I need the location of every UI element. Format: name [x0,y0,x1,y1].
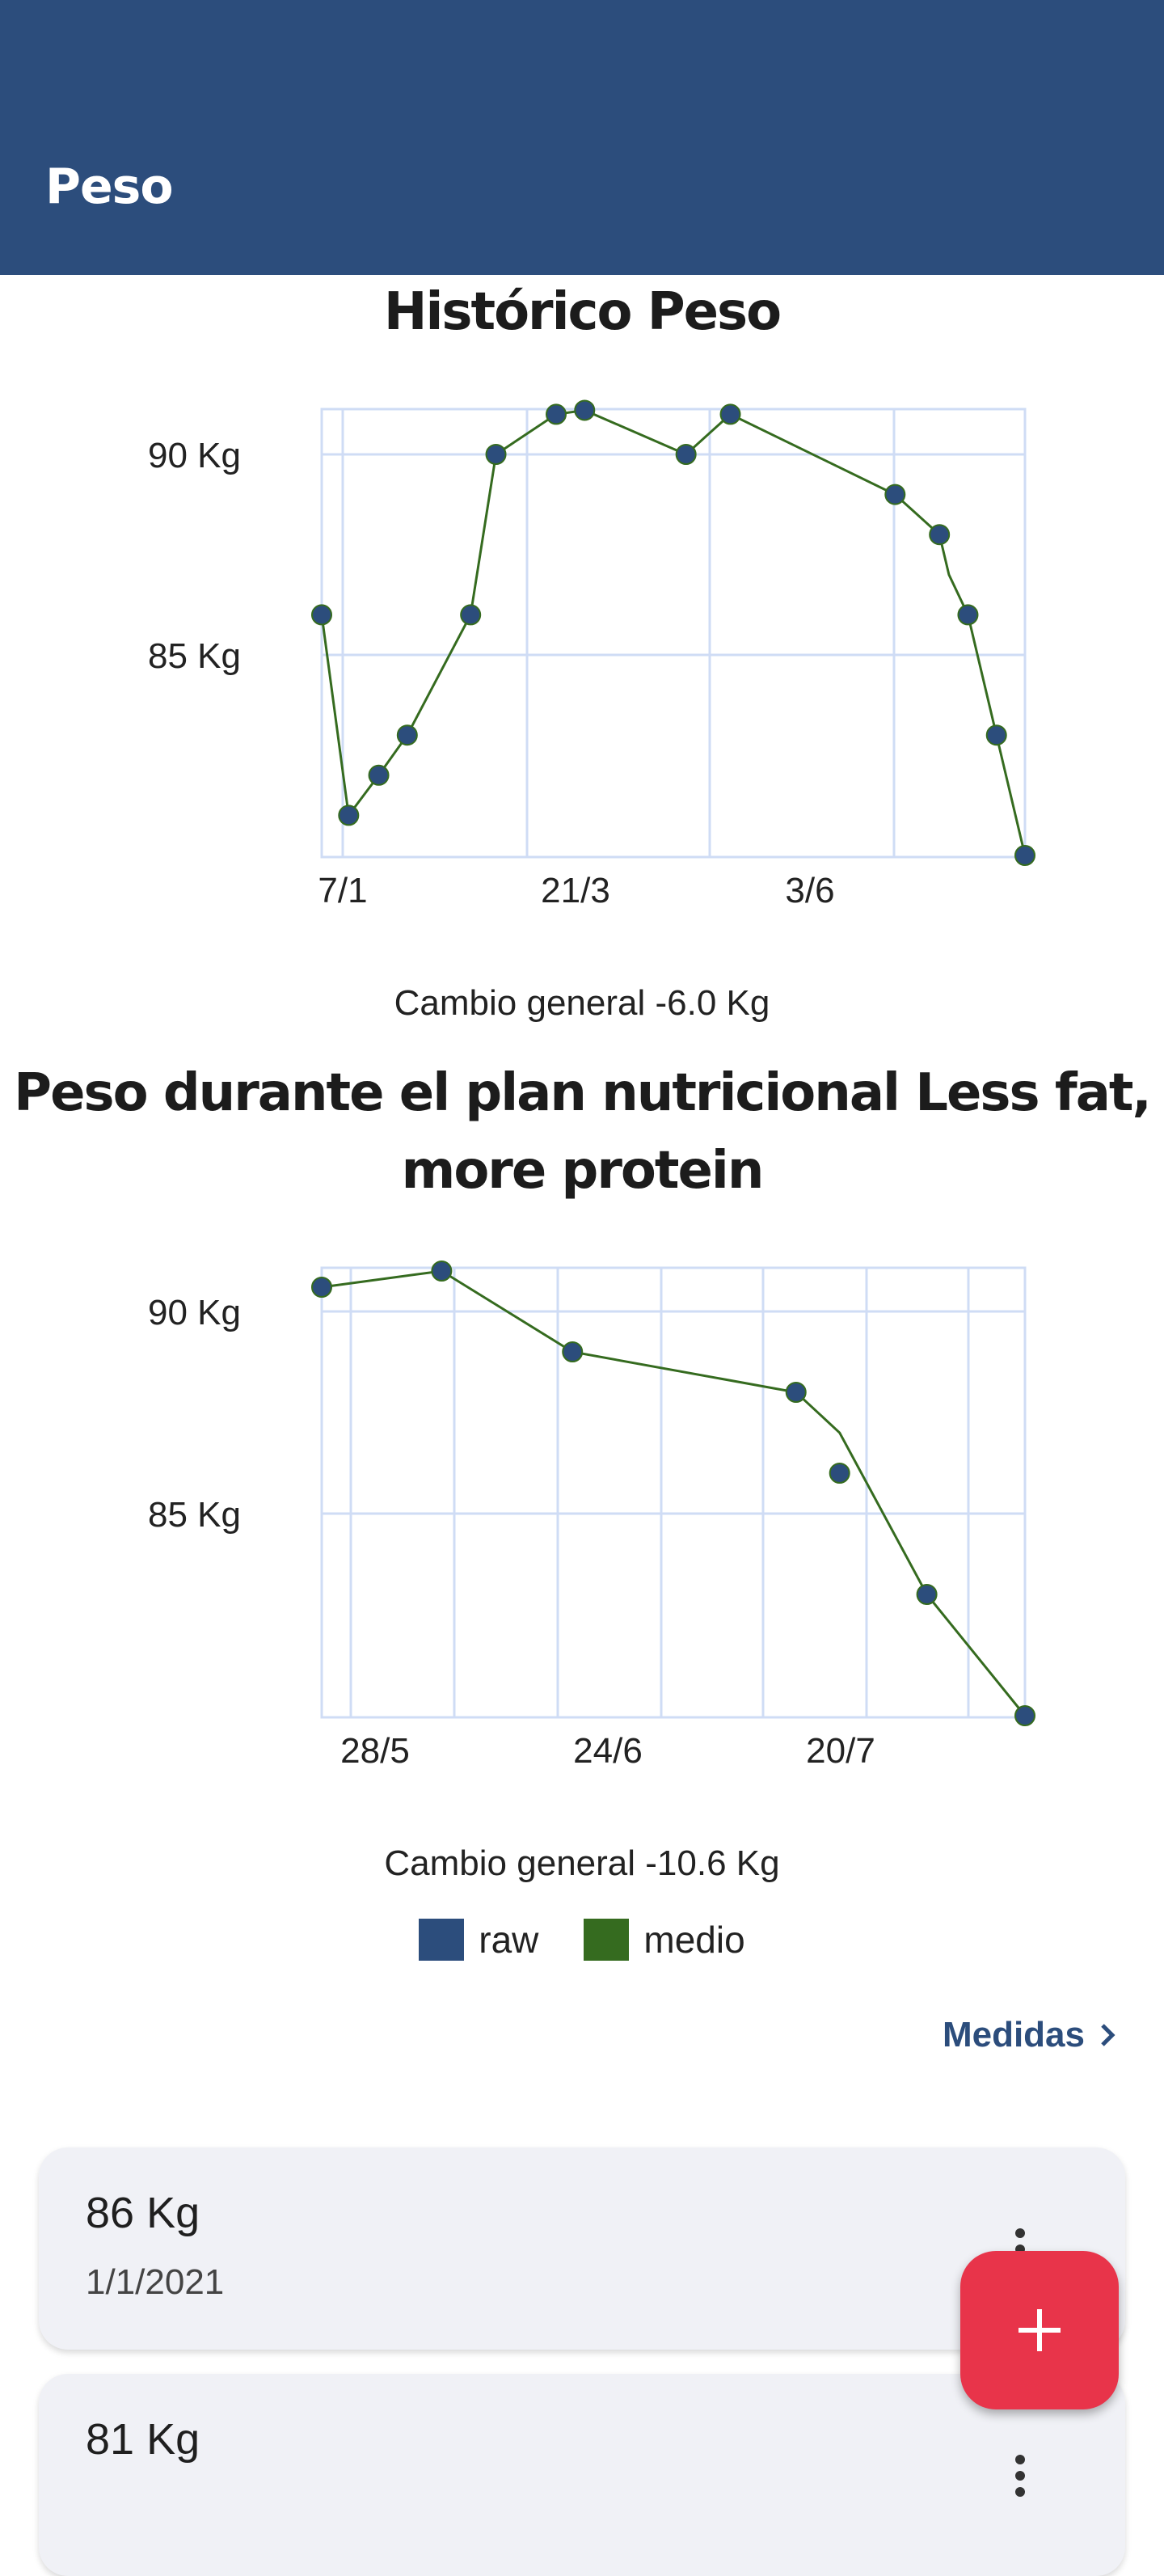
app-bar: Peso [0,0,1164,275]
add-entry-button[interactable] [960,2251,1119,2409]
entry-weight: 81 Kg [86,2415,200,2464]
data-point-raw [311,1277,332,1298]
weight-entry-card[interactable]: 86 Kg 1/1/2021 [39,2147,1125,2350]
y-tick-label: 85 Kg [148,636,241,676]
data-point-raw [675,444,697,465]
data-point-raw [985,724,1007,746]
x-tick-label: 21/3 [541,871,610,910]
x-tick-label: 7/1 [318,871,367,910]
data-point-raw [485,444,507,465]
chevron-right-icon [1101,2024,1116,2046]
measures-link[interactable]: Medidas [943,2015,1119,2055]
y-tick-label: 90 Kg [148,1293,241,1332]
page-title: Peso [45,158,174,215]
chart-title-plan: Peso durante el plan nutricional Less fa… [14,1063,1152,1201]
series-line-medio [321,1269,1027,1717]
data-point-raw [311,604,332,626]
chart-title-history: Histórico Peso [383,282,782,342]
plot-area [320,408,1027,859]
data-point-raw [431,1261,453,1282]
data-point-raw [368,764,390,786]
legend-label-medio: medio [643,1919,745,1961]
y-tick-label: 85 Kg [148,1495,241,1535]
series-line-medio [320,408,1027,856]
data-point-raw [829,1463,850,1484]
data-point-raw [1014,1705,1035,1726]
data-point-raw [1014,845,1035,866]
legend-item-medio: medio [584,1918,745,1962]
data-point-raw [460,604,482,626]
legend-swatch-medio [584,1919,630,1961]
data-point-raw [546,403,567,425]
legend-label-raw: raw [479,1919,539,1961]
history-chart: 90 Kg 85 Kg 7/1 21/3 3/6 90 Kg 85 Kg 28/5 24/6 20… [148,399,1035,1771]
data-point-raw [719,403,741,425]
more-vert-icon[interactable] [1015,2455,1028,2503]
data-point-raw [562,1341,584,1362]
chart-legend: raw medio [0,1918,1164,1962]
data-point-raw [396,724,418,746]
x-tick-label: 24/6 [573,1731,643,1771]
y-tick-label: 90 Kg [148,436,241,475]
data-point-raw [884,484,906,505]
data-point-raw [916,1584,938,1605]
x-tick-label: 28/5 [340,1731,410,1771]
entry-date: 1/1/2021 [86,2262,225,2302]
data-point-raw [957,604,979,626]
overall-change-plan: Cambio general -10.6 Kg [384,1843,780,1883]
overall-change-history: Cambio general -6.0 Kg [394,983,770,1023]
legend-swatch-raw [419,1919,465,1961]
measures-link-label: Medidas [942,2015,1085,2054]
data-point-raw [929,524,951,546]
x-tick-label: 3/6 [785,871,834,910]
plus-icon [1018,2309,1061,2351]
plot-area [320,1266,1027,1719]
data-point-raw [574,399,596,421]
data-point-raw [338,804,360,826]
x-tick-label: 20/7 [806,1731,875,1771]
legend-item-raw: raw [419,1918,538,1962]
entry-weight: 86 Kg [86,2189,200,2237]
weight-entry-card[interactable]: 81 Kg [39,2374,1125,2576]
data-point-raw [785,1382,807,1403]
